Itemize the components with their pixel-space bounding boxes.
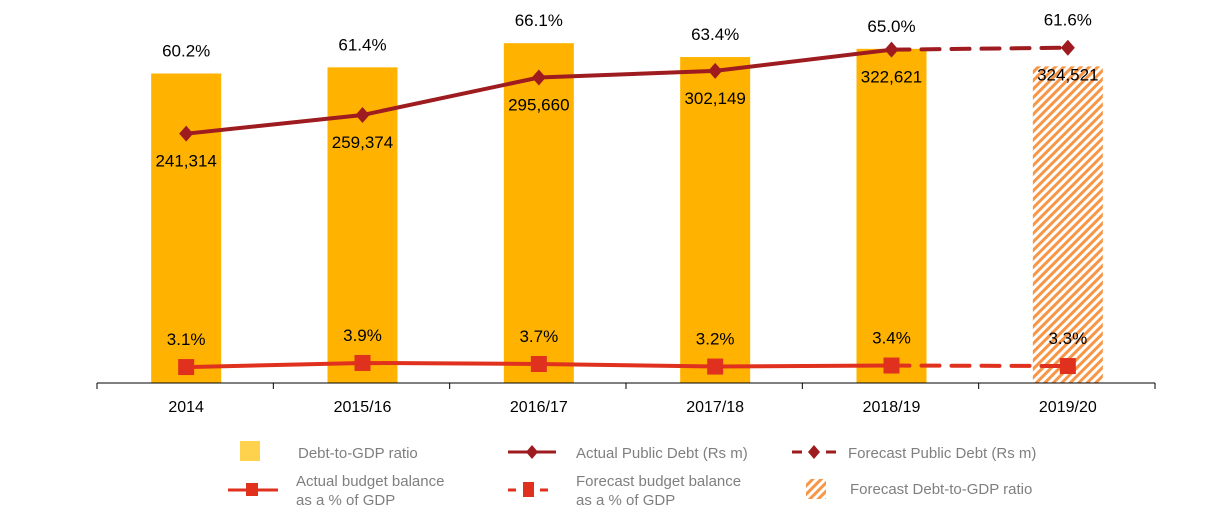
- debt-point-diamond: [531, 69, 546, 86]
- balance-value-label: 3.1%: [167, 330, 206, 349]
- legend-square-icon: [523, 482, 534, 497]
- debt-value-label: 322,621: [861, 68, 922, 87]
- bar-bar: [680, 57, 751, 384]
- legend-forecast-ratio: Forecast Debt-to-GDP ratio: [850, 481, 1032, 498]
- legend-forecast-debt: Forecast Public Debt (Rs m): [848, 445, 1036, 462]
- legend-actual-balance: Actual budget balance as a % of GDP: [296, 473, 444, 509]
- legend: Debt-to-GDP ratio Actual Public Debt (Rs…: [228, 441, 1036, 509]
- legend-diamond-icon: [526, 445, 538, 459]
- balance-point-square: [530, 355, 547, 372]
- balance-value-label: 3.2%: [696, 330, 735, 349]
- x-tick-label: 2019/20: [1039, 399, 1097, 416]
- legend-debt-ratio: Debt-to-GDP ratio: [298, 445, 418, 462]
- balance-value-label: 3.3%: [1048, 329, 1087, 348]
- balance-point-square: [354, 354, 371, 371]
- bar-value-label: 60.2%: [162, 42, 210, 61]
- balance-point-square: [178, 359, 195, 376]
- bar-bar-hatched: [1032, 66, 1103, 384]
- legend-swatch-forecast-ratio: [806, 479, 826, 499]
- balance-line: [889, 363, 1070, 369]
- bar-value-label: 65.0%: [867, 17, 915, 36]
- balance-point-square: [1059, 358, 1076, 375]
- legend-forecast-balance-line2: as a % of GDP: [576, 492, 675, 509]
- debt-point-diamond: [1060, 39, 1075, 56]
- debt-point-diamond: [708, 62, 723, 79]
- x-tick-label: 2017/18: [686, 399, 744, 416]
- bar-bar: [151, 73, 222, 383]
- legend-actual-balance-line2: as a % of GDP: [296, 492, 395, 509]
- balance-value-label: 3.9%: [343, 326, 382, 345]
- balance-value-label: 3.4%: [872, 329, 911, 348]
- bar-value-label: 63.4%: [691, 25, 739, 44]
- bar-value-label: 61.6%: [1044, 11, 1092, 30]
- debt-value-label: 324,521: [1037, 66, 1098, 85]
- bar-value-label: 66.1%: [515, 11, 563, 30]
- legend-square-icon: [246, 483, 258, 496]
- debt-value-label: 302,149: [684, 89, 745, 108]
- bar-bar: [503, 43, 574, 383]
- legend-forecast-balance: Forecast budget balance as a % of GDP: [576, 473, 741, 509]
- debt-value-label: 241,314: [155, 152, 216, 171]
- debt-line: [889, 45, 1070, 52]
- x-tick-label: 2016/17: [510, 399, 568, 416]
- bar-value-label: 61.4%: [338, 35, 386, 54]
- bar-bar: [856, 48, 927, 383]
- debt-value-label: 259,374: [332, 133, 393, 152]
- balance-point-square: [707, 358, 724, 375]
- legend-actual-balance-line1: Actual budget balance: [296, 473, 444, 490]
- legend-swatch-debt-ratio: [240, 441, 260, 461]
- debt-point-diamond: [179, 125, 194, 142]
- debt-value-label: 295,660: [508, 96, 569, 115]
- legend-forecast-balance-line1: Forecast budget balance: [576, 473, 741, 490]
- legend-diamond-icon: [808, 445, 820, 459]
- balance-value-label: 3.7%: [519, 327, 558, 346]
- debt-point-diamond: [355, 107, 370, 124]
- x-tick-label: 2018/19: [863, 399, 921, 416]
- x-tick-label: 2014: [168, 399, 204, 416]
- legend-actual-debt: Actual Public Debt (Rs m): [576, 445, 748, 462]
- x-tick-label: 2015/16: [334, 399, 392, 416]
